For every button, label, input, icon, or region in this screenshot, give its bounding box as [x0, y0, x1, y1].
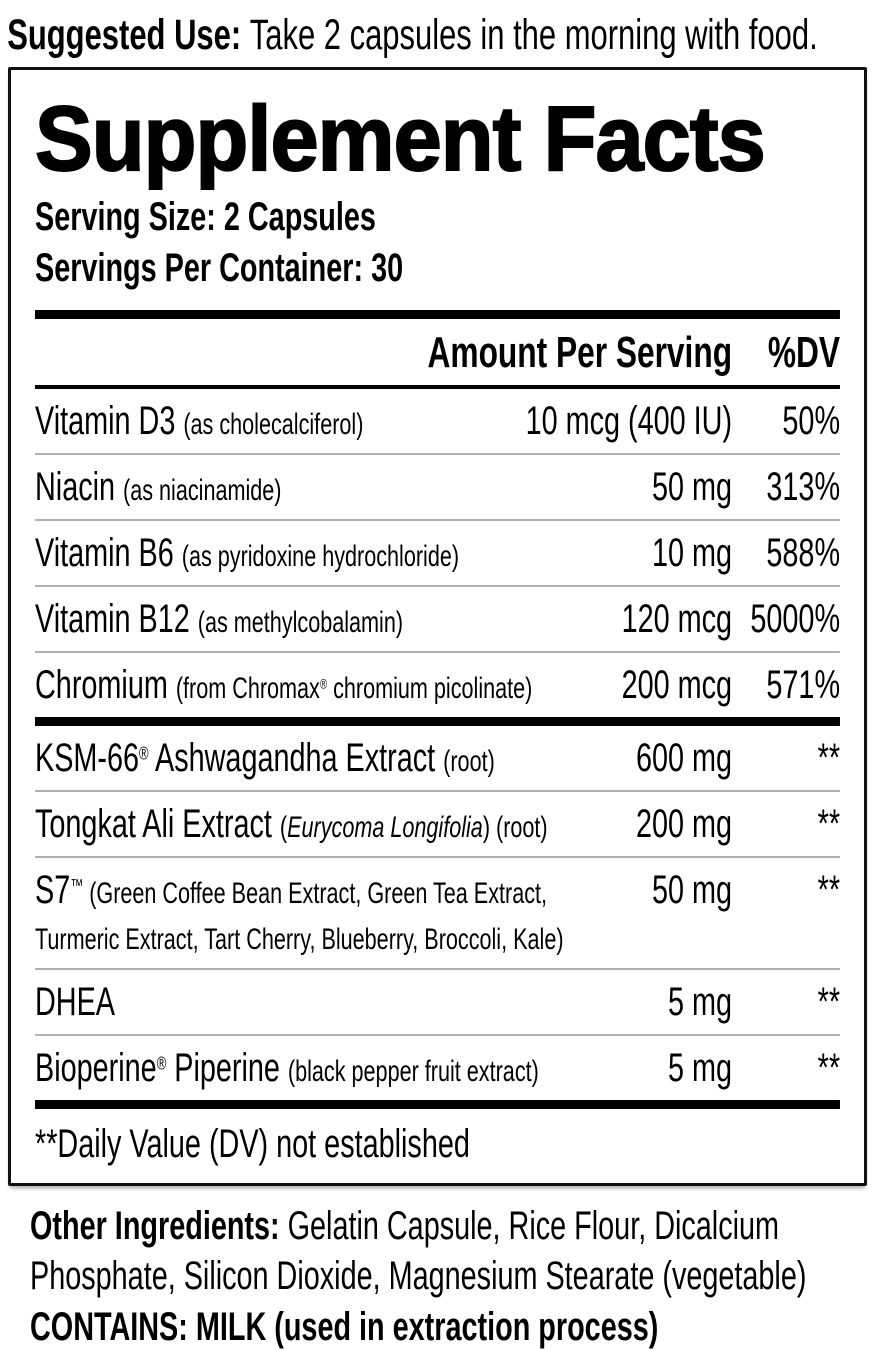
ingredient-row-ashwagandha: KSM-66® Ashwagandha Extract (root) 600 m… — [35, 726, 840, 790]
column-header-amount: Amount Per Serving — [427, 328, 733, 378]
ingredient-name: Vitamin B6 (as pyridoxine hydrochloride) — [35, 530, 652, 576]
ingredient-row-niacin: Niacin (as niacinamide) 50 mg 313% — [35, 453, 841, 519]
ingredient-row-vitamin-b12: Vitamin B12 (as methylcobalamin) 120 mcg… — [35, 585, 841, 651]
text-segment: Gelatin Capsule, Rice Flour, Dicalcium — [287, 1204, 780, 1249]
ingredient-row-s7: S7™ (Green Coffee Bean Extract, Green Te… — [35, 856, 841, 968]
panel-title: Supplement Facts — [34, 88, 767, 191]
ingredient-row-bioperine: Bioperine® Piperine (black pepper fruit … — [35, 1034, 841, 1100]
ingredient-dv: ** — [817, 868, 841, 913]
table-header-row: Amount Per Serving %DV — [35, 319, 841, 390]
ingredient-dv: 588% — [766, 531, 841, 576]
text-segment: ® — [319, 677, 328, 693]
serving-size: Serving Size: 2 Capsules — [35, 195, 376, 240]
ingredient-row-vitamin-b6: Vitamin B6 (as pyridoxine hydrochloride)… — [35, 519, 841, 585]
ingredient-amount: 10 mg — [652, 531, 733, 576]
ingredient-dv: ** — [817, 1046, 841, 1091]
text-segment: Suggested Use: — [7, 11, 250, 59]
ingredient-dv: ** — [817, 980, 841, 1025]
section-divider-bar — [35, 717, 841, 727]
text-segment: (from Chromax — [175, 672, 320, 706]
ingredient-name: Vitamin D3 (as cholecalciferol) — [35, 398, 526, 444]
text-segment: Vitamin B12 — [35, 597, 198, 642]
text-segment: Vitamin B6 — [35, 531, 182, 576]
servings-per-container: Servings Per Container: 30 — [35, 246, 404, 291]
text-segment: (as cholecalciferol) — [183, 408, 364, 442]
text-segment: Niacin — [35, 465, 124, 510]
ingredient-row-vitamin-d3: Vitamin D3 (as cholecalciferol) 10 mcg (… — [35, 389, 840, 453]
ingredient-dv: ** — [817, 736, 841, 781]
ingredient-dv: 313% — [766, 465, 841, 510]
text-segment: DHEA — [35, 980, 116, 1025]
text-segment: (as niacinamide) — [123, 474, 282, 508]
text-segment: Phosphate, Silicon Dioxide, Magnesium St… — [30, 1253, 807, 1298]
ingredient-dv: 571% — [766, 663, 841, 708]
ingredient-row-chromium: Chromium (from Chromax® chromium picolin… — [35, 651, 841, 717]
text-segment: Other Ingredients: — [30, 1204, 288, 1249]
ingredient-name: S7™ (Green Coffee Bean Extract, Green Te… — [35, 867, 652, 959]
section-divider-bar — [35, 310, 841, 320]
ingredient-amount: 5 mg — [668, 1046, 733, 1091]
section-divider-bar — [35, 1100, 841, 1110]
text-segment: Turmeric Extract, Tart Cherry, Blueberry… — [35, 923, 564, 957]
text-segment: chromium picolinate) — [327, 672, 533, 706]
ingredient-dv: 50% — [782, 399, 841, 444]
contains-statement: CONTAINS: MILK (used in extraction proce… — [30, 1304, 659, 1349]
ingredient-amount: 120 mcg — [621, 597, 733, 642]
text-segment: S7 — [35, 868, 71, 913]
text-segment: Chromium — [35, 663, 176, 708]
ingredient-amount: 5 mg — [668, 980, 733, 1025]
text-segment: Piperine — [166, 1046, 288, 1091]
supplement-facts-panel: Supplement Facts Serving Size: 2 Capsule… — [8, 67, 867, 1187]
ingredient-name: KSM-66® Ashwagandha Extract (root) — [35, 735, 636, 781]
ingredient-amount: 600 mg — [635, 736, 733, 781]
text-segment: (black pepper fruit extract) — [287, 1055, 539, 1089]
text-segment: (as pyridoxine hydrochloride) — [181, 540, 460, 574]
column-header-dv: %DV — [767, 328, 841, 378]
text-segment: ™ — [70, 876, 84, 897]
ingredient-amount: 200 mg — [635, 802, 733, 847]
text-segment: Vitamin D3 — [35, 399, 184, 444]
ingredient-amount: 10 mcg (400 IU) — [525, 399, 733, 444]
text-segment: ( — [279, 811, 288, 845]
suggested-use-text: Suggested Use: Take 2 capsules in the mo… — [0, 0, 875, 59]
text-segment: (root) — [443, 745, 495, 779]
text-segment: ) (root) — [482, 811, 548, 845]
text-segment: Take 2 capsules in the morning with food… — [249, 11, 818, 59]
other-ingredients: Other Ingredients: Gelatin Capsule, Rice… — [30, 1202, 875, 1300]
text-segment: ® — [139, 744, 149, 765]
ingredient-name: Bioperine® Piperine (black pepper fruit … — [35, 1045, 668, 1091]
ingredient-name: Niacin (as niacinamide) — [35, 464, 652, 510]
ingredient-row-tongkat-ali: Tongkat Ali Extract (Eurycoma Longifolia… — [35, 790, 841, 856]
text-segment: KSM-66 — [35, 736, 140, 781]
ingredient-name: Chromium (from Chromax® chromium picolin… — [35, 662, 622, 708]
ingredient-dv: ** — [817, 802, 841, 847]
ingredient-amount: 200 mcg — [621, 663, 733, 708]
text-segment: ® — [156, 1054, 167, 1075]
text-segment: Tongkat Ali Extract — [35, 802, 280, 847]
text-segment: Eurycoma Longifolia — [287, 811, 483, 845]
ingredient-amount: 50 mg — [652, 465, 733, 510]
ingredient-name: Tongkat Ali Extract (Eurycoma Longifolia… — [35, 801, 636, 847]
ingredient-name: Vitamin B12 (as methylcobalamin) — [35, 596, 622, 642]
text-segment: Ashwagandha Extract — [148, 736, 444, 781]
text-segment: (Green Coffee Bean Extract, Green Tea Ex… — [83, 877, 548, 911]
ingredient-name: DHEA — [35, 979, 668, 1025]
text-segment: (as methylcobalamin) — [197, 606, 404, 640]
ingredient-dv: 5000% — [750, 597, 841, 642]
ingredient-row-dhea: DHEA 5 mg ** — [35, 968, 841, 1034]
text-segment: Bioperine — [35, 1046, 157, 1091]
ingredient-amount: 50 mg — [652, 868, 733, 913]
daily-value-footnote: **Daily Value (DV) not established — [35, 1122, 470, 1167]
